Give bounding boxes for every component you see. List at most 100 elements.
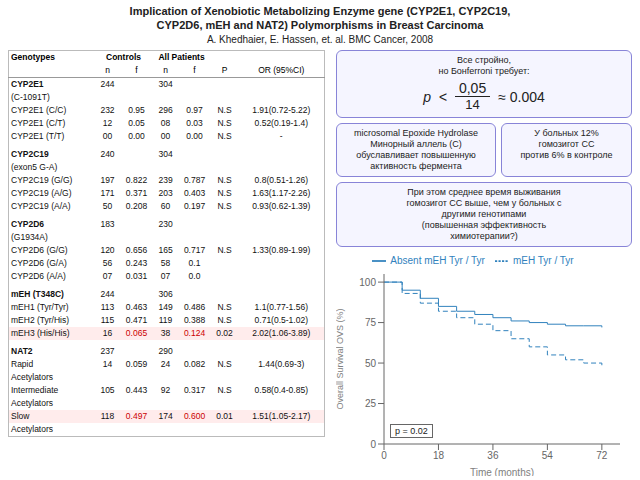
html-text:0.371: 0.371 [125,188,148,198]
html-text:0.787: 0.787 [183,175,206,185]
html-text:0.00: 0.00 [186,131,203,141]
html-text:(G1934A): (G1934A) [11,232,48,242]
html-text:60: 60 [160,201,171,211]
svg-text:25: 25 [365,398,377,409]
svg-text:75: 75 [365,317,377,328]
html-text:N.S: N.S [217,131,232,141]
html-text:12: 12 [102,118,113,128]
html-text:58: 58 [160,258,171,268]
html-text:N.S: N.S [217,188,232,198]
html-text:14: 14 [465,97,480,112]
html-text:0.0: 0.0 [188,271,201,281]
html-text:1.63(1.17-2.26): 1.63(1.17-2.26) [252,188,311,198]
html-text:244: 244 [100,289,115,299]
html-text:244: 244 [100,79,115,89]
html-text:N.S: N.S [217,245,232,255]
html-text:0.031: 0.031 [125,271,148,281]
html-text:Absent mEH Tyr / Tyr: Absent mEH Tyr / Tyr [390,254,485,266]
html-text:0,05: 0,05 [458,80,487,96]
html-text:304: 304 [158,79,173,89]
html-text:p <: p < [423,88,447,105]
svg-text:50: 50 [365,358,377,369]
html-text:All Patients: All Patients [158,52,205,62]
svg-text:0: 0 [370,439,376,450]
html-text:203: 203 [158,188,173,198]
html-text:183: 183 [100,219,115,229]
html-text:232: 232 [100,105,115,115]
html-text:0.208: 0.208 [125,201,148,211]
html-text:CYP2D6 (A/A): CYP2D6 (A/A) [11,271,66,281]
svg-text:Overall Survival OVS (%): Overall Survival OVS (%) [336,308,345,409]
html-text:304: 304 [158,149,173,159]
html-text:CYP2C19 (A/A): CYP2C19 (A/A) [11,201,71,211]
html-text:CYP2C19: CYP2C19 [11,149,49,159]
html-text:0.97: 0.97 [186,105,203,115]
html-text:1.33(0.89-1.99): 1.33(0.89-1.99) [252,245,311,255]
svg-text:100: 100 [359,277,376,288]
html-text:N.S: N.S [217,105,232,115]
html-text:0.1: 0.1 [188,258,201,268]
html-text:0.822: 0.822 [125,175,148,185]
html-text:CYP2D6 (G/G): CYP2D6 (G/G) [11,245,68,255]
html-text:07: 07 [102,271,113,281]
html-text:113: 113 [100,302,115,312]
html-text:CYP2D6: CYP2D6 [11,219,45,229]
html-text:50: 50 [102,201,113,211]
svg-text:18: 18 [433,450,445,461]
html-text:CYP2E1 (C/T): CYP2E1 (C/T) [11,118,66,128]
html-text:mEH1 (Tyr/Tyr): mEH1 (Tyr/Tyr) [11,302,69,312]
html-text:0.05: 0.05 [128,118,145,128]
html-text:0.95: 0.95 [128,105,145,115]
svg-text:72: 72 [596,450,608,461]
html-text:Genotypes: Genotypes [11,52,55,62]
html-text:0.243: 0.243 [125,258,148,268]
html-text:08: 08 [160,118,171,128]
html-text:0.717: 0.717 [183,245,206,255]
html-text:0.463: 0.463 [125,302,148,312]
html-text:Implication of Xenobiotic Meta: Implication of Xenobiotic Metabolizing E… [129,5,511,31]
html-text:00: 00 [160,131,171,141]
html-text:CYP2C19 (A/G): CYP2C19 (A/G) [11,188,72,198]
html-text:N.S: N.S [217,118,232,128]
html-text:≈ 0.004: ≈ 0.004 [498,88,545,105]
html-text:0.403: 0.403 [183,188,206,198]
html-text:56: 56 [102,258,113,268]
svg-text:Time (months): Time (months) [470,467,534,476]
html-text:0.197: 0.197 [183,201,206,211]
html-text:0.656: 0.656 [125,245,148,255]
html-text:00: 00 [102,131,113,141]
html-text:165: 165 [158,245,173,255]
html-text:0.00: 0.00 [128,131,145,141]
html-text:171: 171 [100,188,115,198]
html-text:mEH Tyr / Tyr: mEH Tyr / Tyr [513,254,574,266]
html-text:296: 296 [158,105,173,115]
html-text:CYP2E1 (T/T): CYP2E1 (T/T) [11,131,65,141]
svg-text:36: 36 [487,450,499,461]
html-text:OR (95%CI): OR (95%CI) [258,65,305,75]
svg-text:54: 54 [542,450,554,461]
html-text:Controls: Controls [106,52,141,62]
html-text:197: 197 [100,175,115,185]
html-text:N.S: N.S [217,201,232,211]
html-text:CYP2D6 (G/A): CYP2D6 (G/A) [11,258,67,268]
html-text:0.93(0.62-1.39): 0.93(0.62-1.39) [252,201,311,211]
html-text:(exon5 G-A): (exon5 G-A) [11,162,58,172]
html-text:N.S: N.S [217,175,232,185]
html-text:mEH (T348C): mEH (T348C) [11,289,64,299]
html-text:A. Khedhaier, E. Hassen, et. a: A. Khedhaier, E. Hassen, et. al. BMC Can… [206,34,434,45]
html-text:CYP2C19 (G/G): CYP2C19 (G/G) [11,175,73,185]
html-text:CYP2E1 (C/C): CYP2E1 (C/C) [11,105,67,115]
html-text:07: 07 [160,271,171,281]
html-text:120: 120 [100,245,115,255]
html-text:240: 240 [100,149,115,159]
html-text:0.03: 0.03 [186,118,203,128]
html-text:0.8(0.51-1.26): 0.8(0.51-1.26) [254,175,308,185]
html-text:1.91(0.72-5.22): 1.91(0.72-5.22) [252,105,311,115]
html-text:239: 239 [158,175,173,185]
svg-text:0: 0 [381,450,387,461]
html-text:CYP2E1: CYP2E1 [11,79,44,89]
html-text:306: 306 [158,289,173,299]
html-text:(C-1091T): (C-1091T) [11,92,50,102]
html-text:0.52(0.19-1.4): 0.52(0.19-1.4) [254,118,308,128]
html-text:230: 230 [158,219,173,229]
